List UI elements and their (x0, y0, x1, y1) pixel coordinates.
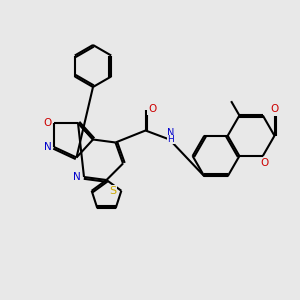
Text: N: N (73, 172, 81, 182)
Text: O: O (270, 104, 279, 114)
Text: O: O (148, 104, 156, 115)
Text: N: N (44, 142, 51, 152)
Text: O: O (260, 158, 269, 169)
Text: S: S (110, 186, 116, 196)
Text: H: H (168, 135, 174, 144)
Text: O: O (43, 118, 52, 128)
Text: N: N (167, 128, 175, 139)
